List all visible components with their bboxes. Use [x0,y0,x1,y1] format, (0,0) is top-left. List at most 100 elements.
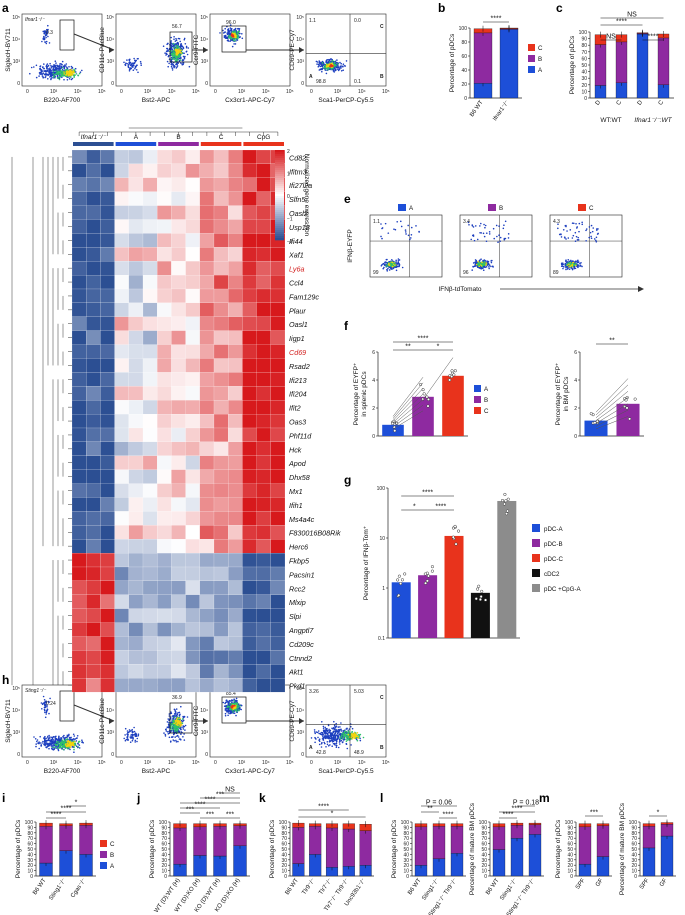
heatmap-cell [228,372,243,387]
flow-event [179,40,181,43]
flow-event [50,78,52,80]
heatmap-cell [86,414,101,429]
flow-event [177,52,179,55]
flow-event [41,742,43,744]
heatmap-cell [185,511,200,526]
flow-event [336,729,338,731]
flow-event [224,27,226,30]
heatmap-cell [71,344,87,359]
heatmap-cell [185,664,200,679]
heatmap-cell [100,247,115,262]
heatmap-cell [242,205,257,220]
heatmap-cell [199,608,215,623]
flow-event [77,741,80,743]
gene-label: Akt1 [288,668,303,677]
flow-e-plot: B3.496 [459,204,533,278]
flow-event [233,712,236,714]
heatmap-cell [228,594,243,609]
flow-event [322,725,325,728]
flow-xtick: 10³ [144,89,152,95]
flow-event [57,747,59,749]
flow-xtick: 10⁵ [98,760,106,766]
flow-event [358,734,361,736]
flow-event [183,57,186,59]
flow-event [225,704,227,707]
flow-event [329,61,331,63]
flow-event [63,746,65,748]
flow-event [165,730,168,732]
flow-event [236,39,239,41]
flow-event [330,735,333,738]
legend-label: A [538,67,543,74]
flow-event [325,746,327,748]
heatmap-cell [256,330,271,345]
heatmap-cell [86,622,101,637]
flow-event [63,743,65,745]
heatmap-cell [270,622,286,637]
heatmap-cell [228,525,243,540]
flow-xtick: 10⁵ [382,89,390,95]
heatmap-cell [213,163,229,178]
flow-event [35,64,38,67]
flow-event [175,51,178,54]
heatmap-cell [185,316,200,331]
heatmap-cell [157,149,172,164]
flow-event [404,229,407,231]
flow-event [52,72,54,75]
flow-event [316,61,319,63]
flow-event [54,746,57,749]
flow-event [65,738,67,741]
colorbar-tick: −1 [287,217,293,223]
heatmap-cell [157,219,172,234]
heatmap-cell [71,539,87,554]
heatmap-cell [256,525,271,540]
heatmap-cell [185,400,200,415]
heatmap-cell [171,219,186,234]
heatmap-cell [71,483,87,498]
flow-event [65,65,67,67]
heatmap-cell [128,483,144,498]
heatmap-cell [114,594,129,609]
flow-ytick: 0 [301,81,304,87]
flow-event [384,261,387,263]
flow-event [226,706,228,709]
flow-event [342,739,345,741]
heatmap-cell [128,275,144,290]
flow-event [384,222,387,225]
flow-event [345,740,348,742]
flow-event [178,721,180,723]
heatmap-cell [142,233,158,248]
flow-event [70,73,73,76]
flow-event [51,77,53,79]
heatmap-cell [199,316,215,331]
flow-event [128,729,131,731]
flow-event [229,40,231,42]
flow-event [398,263,401,266]
heatmap-cell [256,344,271,359]
flow-event [49,74,52,76]
flow-event [321,68,324,71]
flow-event [227,714,229,717]
flow-event [33,736,35,738]
heatmap-cell [171,233,186,248]
flow-event [344,735,347,737]
flow-event [184,729,186,731]
heatmap-cell [185,441,200,456]
significance-label: NS [606,34,616,41]
flow-event [381,263,383,266]
flow-event [63,67,66,70]
flow-event [345,730,348,733]
heatmap-cell [228,219,243,234]
flow-event [183,716,185,718]
heatmap-cell [270,316,286,331]
flow-ytick: 10³ [297,730,305,736]
flow-event [183,739,186,741]
flow-event [385,265,387,267]
heatmap-cell [256,163,271,178]
flow-event [58,736,60,738]
flow-event [395,269,398,272]
colorbar-step [275,220,284,223]
flow-event [174,40,177,42]
heatmap-cell [128,678,144,693]
